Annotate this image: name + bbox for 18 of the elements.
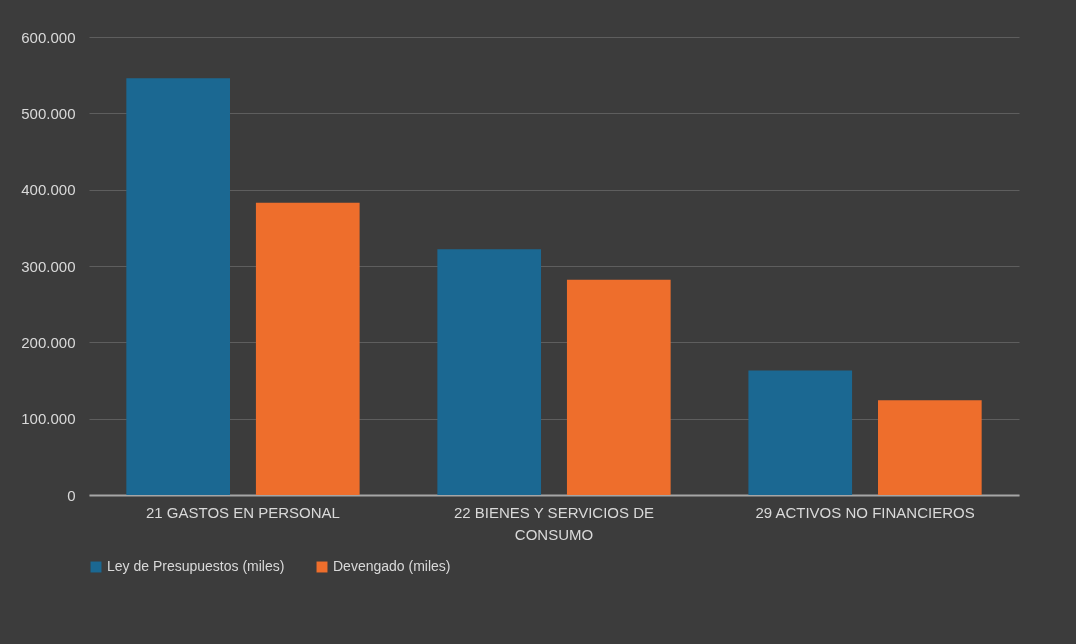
legend-label: Ley de Presupuestos (miles) xyxy=(107,558,285,574)
y-tick-label: 400.000 xyxy=(21,181,76,199)
bar xyxy=(255,202,360,495)
y-tick-label: 600.000 xyxy=(21,28,76,46)
x-tick-label: 21 GASTOS EN PERSONAL xyxy=(145,503,340,521)
y-tick-label: 200.000 xyxy=(21,333,76,351)
y-tick-label: 0 xyxy=(67,486,76,504)
bar xyxy=(566,279,671,495)
legend-label: Devengado (miles) xyxy=(333,558,451,574)
bar xyxy=(748,370,853,495)
y-tick-label: 300.000 xyxy=(21,257,76,275)
y-tick-label: 500.000 xyxy=(21,104,76,122)
x-tick-label: 29 ACTIVOS NO FINANCIEROS xyxy=(755,503,975,521)
x-tick-label: 22 BIENES Y SERVICIOS DE CONSUMO xyxy=(453,503,655,543)
y-tick-label: 100.000 xyxy=(21,410,76,428)
bar xyxy=(126,78,230,495)
bar xyxy=(437,249,542,495)
bar xyxy=(878,400,982,495)
